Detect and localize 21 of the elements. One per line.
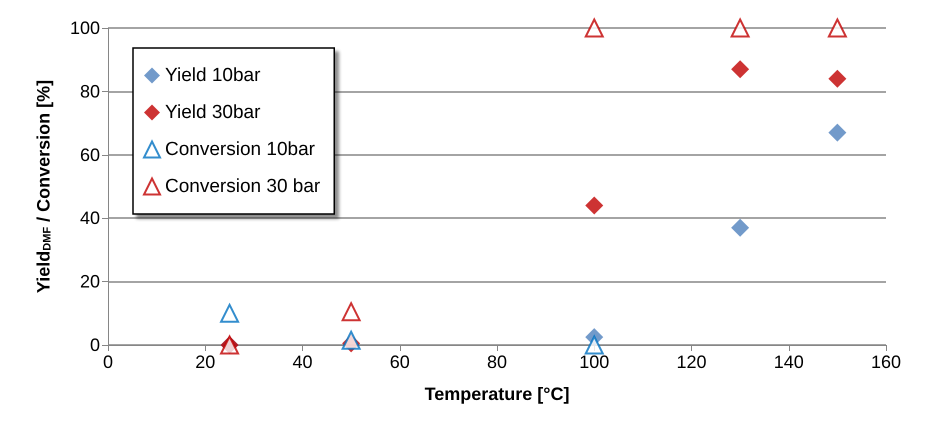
x-tick-label: 120 [676, 352, 707, 372]
y-tick-label: 80 [80, 81, 100, 102]
y-axis-title: YieldDMF / Conversion [%] [34, 80, 54, 294]
x-tick-label: 60 [390, 352, 410, 372]
x-tick-label: 0 [102, 352, 114, 372]
y-tick-label: 0 [90, 335, 100, 355]
x-tick-label: 160 [870, 352, 902, 372]
x-tick-label: 40 [292, 352, 313, 372]
x-axis-title: Temperature [°C] [424, 384, 570, 404]
legend-label: Yield 10bar [165, 65, 262, 86]
x-tick-label: 100 [579, 352, 610, 372]
x-tick-label: 140 [774, 352, 804, 372]
legend-label: Conversion 10bar [165, 139, 316, 160]
y-tick-label: 60 [80, 144, 100, 165]
legend-label: Yield 30bar [165, 102, 262, 123]
y-tick-label: 100 [70, 18, 100, 38]
x-tick-label: 80 [486, 352, 508, 372]
legend-label: Conversion 30 bar [165, 176, 321, 197]
y-tick-label: 40 [80, 208, 100, 228]
x-tick-label: 20 [195, 352, 216, 372]
y-tick-label: 20 [80, 272, 100, 292]
